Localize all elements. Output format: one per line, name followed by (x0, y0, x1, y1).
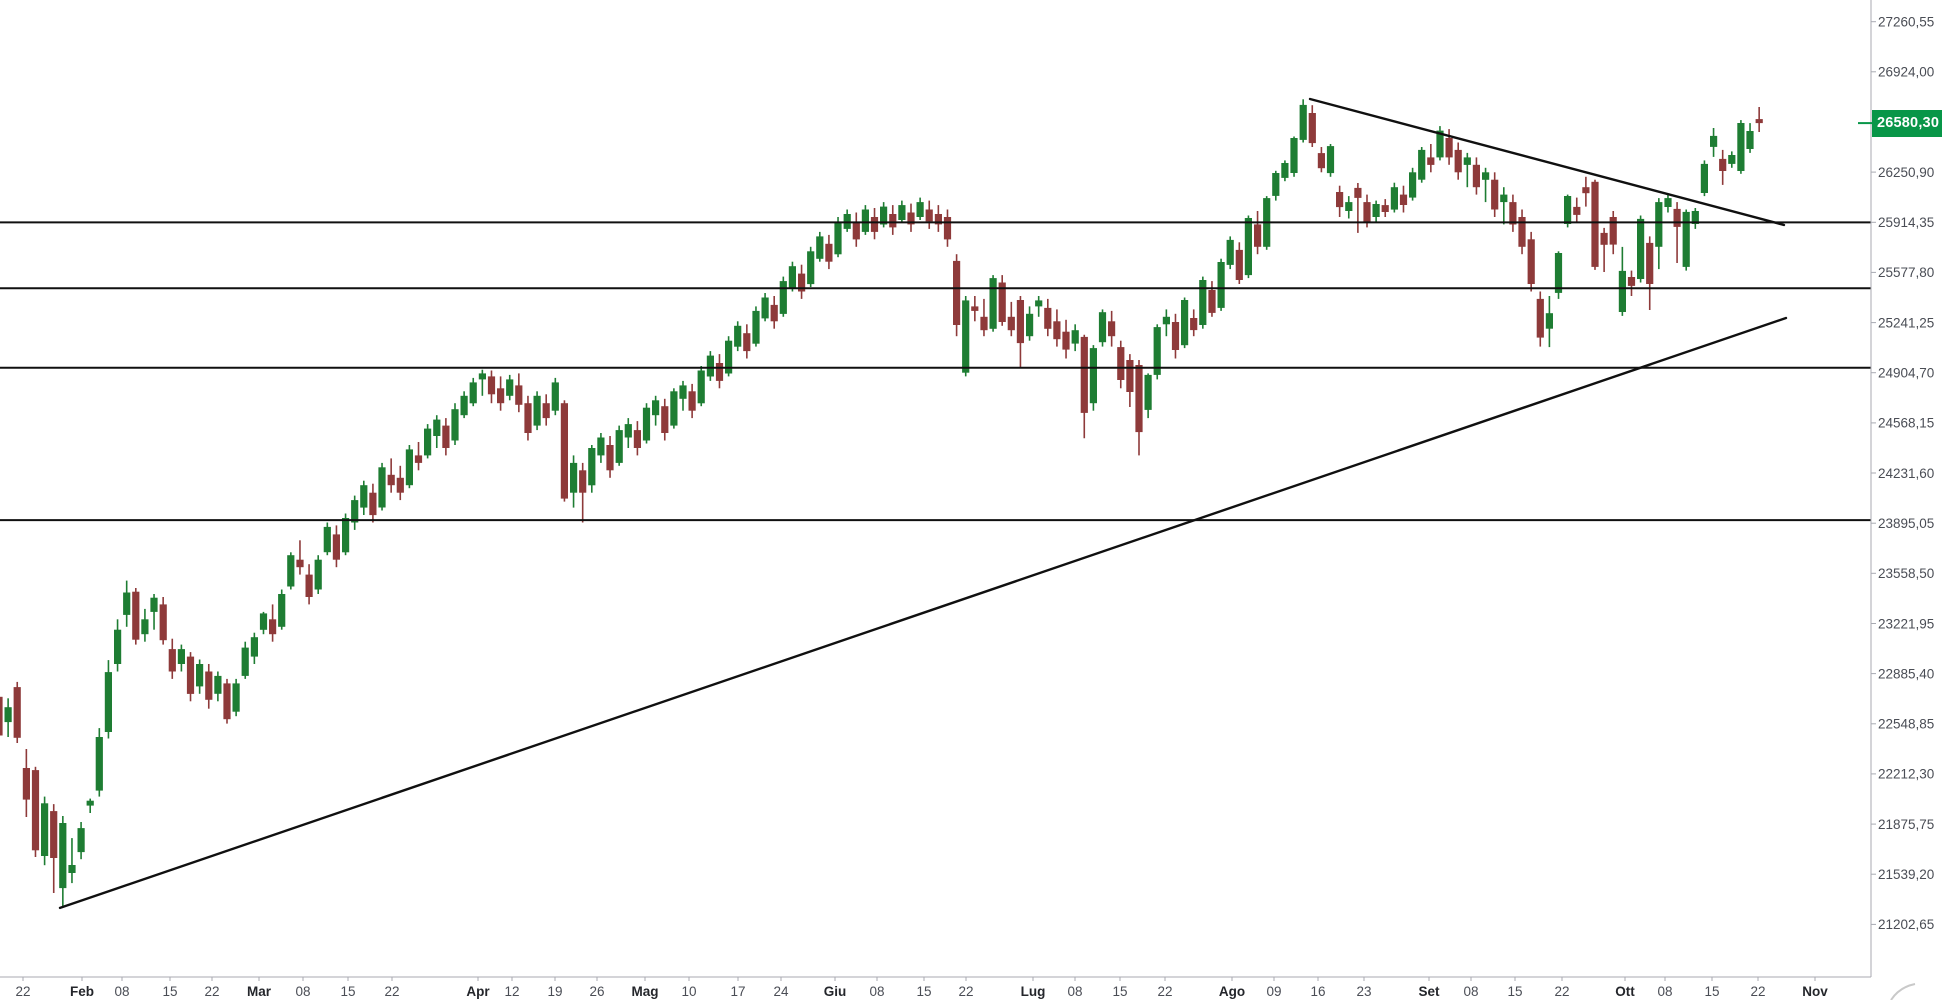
time-tick-label: 16 (1310, 984, 1325, 999)
time-tick-label: 08 (1067, 984, 1082, 999)
candlestick-series (0, 99, 1763, 908)
time-tick-label: 22 (204, 984, 219, 999)
time-tick-label: Ago (1219, 984, 1245, 999)
time-tick-label: 22 (1157, 984, 1172, 999)
time-tick-label: 23 (1356, 984, 1371, 999)
price-tick-label: 23558,50 (1878, 566, 1934, 581)
time-tick-label: 22 (1750, 984, 1765, 999)
price-tick-label: 25914,35 (1878, 215, 1934, 230)
corner-mark-icon (1890, 983, 1916, 1000)
price-tick-label: 22885,40 (1878, 666, 1934, 681)
time-tick-label: 08 (295, 984, 310, 999)
price-tick-label: 26250,90 (1878, 165, 1934, 180)
price-tick-label: 21539,20 (1878, 867, 1934, 882)
time-axis[interactable]: 22 Feb 08 15 22 Mar 08 15 22 Apr 12 19 26 Mag 10 17 24 Gi… (15, 977, 1828, 999)
time-tick-label: 24 (773, 984, 789, 999)
time-tick-label: 15 (1704, 984, 1719, 999)
time-tick-label: Feb (70, 984, 94, 999)
time-tick-label: 15 (340, 984, 355, 999)
descending-trendline[interactable] (1308, 97, 1786, 227)
time-tick-label: Mar (247, 984, 272, 999)
time-tick-label: Ott (1615, 984, 1635, 999)
time-tick-label: 22 (1554, 984, 1569, 999)
price-tick-label: 26924,00 (1878, 65, 1934, 80)
price-tick-label: 25241,25 (1878, 315, 1934, 330)
time-tick-label: 22 (958, 984, 973, 999)
time-tick-label: Giu (824, 984, 847, 999)
time-tick-label: 09 (1266, 984, 1281, 999)
chart-plot-area[interactable] (0, 0, 1871, 977)
time-tick-label: 15 (916, 984, 931, 999)
time-tick-label: 15 (1507, 984, 1522, 999)
time-tick-label: 08 (1463, 984, 1478, 999)
price-tick-label: 23895,05 (1878, 516, 1934, 531)
time-tick-label: 08 (114, 984, 129, 999)
time-tick-label: 22 (15, 984, 30, 999)
ascending-trendline[interactable] (58, 316, 1788, 910)
price-tick-label: 21875,75 (1878, 817, 1934, 832)
time-tick-label: 08 (1657, 984, 1672, 999)
time-tick-label: 19 (547, 984, 562, 999)
price-tick-label: 21202,65 (1878, 917, 1934, 932)
time-tick-label: 26 (589, 984, 604, 999)
price-tick-label: 27260,55 (1878, 15, 1934, 30)
price-axis[interactable]: 27260,55 26924,00 26250,90 25914,35 25577,80… (1871, 15, 1934, 933)
time-tick-label: 22 (384, 984, 399, 999)
time-tick-label: 15 (162, 984, 177, 999)
horizontal-levels (0, 221, 1871, 522)
price-tick-label: 24904,70 (1878, 366, 1934, 381)
current-price-badge: 26580,30 (1872, 109, 1942, 137)
time-tick-label: 10 (681, 984, 696, 999)
price-tick-label: 22212,30 (1878, 767, 1934, 782)
price-tick-label: 24568,15 (1878, 416, 1934, 431)
time-tick-label: Set (1418, 984, 1440, 999)
price-tick-label: 25577,80 (1878, 265, 1934, 280)
time-tick-label: Lug (1021, 984, 1046, 999)
price-tick-label: 22548,85 (1878, 717, 1934, 732)
time-tick-label: 15 (1112, 984, 1127, 999)
price-tick-label: 24231,60 (1878, 466, 1934, 481)
time-tick-label: 08 (869, 984, 884, 999)
time-tick-label: Apr (466, 984, 490, 999)
time-tick-label: 12 (504, 984, 519, 999)
time-tick-label: 17 (730, 984, 745, 999)
time-tick-label: Mag (632, 984, 659, 999)
price-tick-label: 23221,95 (1878, 616, 1934, 631)
time-tick-label: Nov (1802, 984, 1828, 999)
